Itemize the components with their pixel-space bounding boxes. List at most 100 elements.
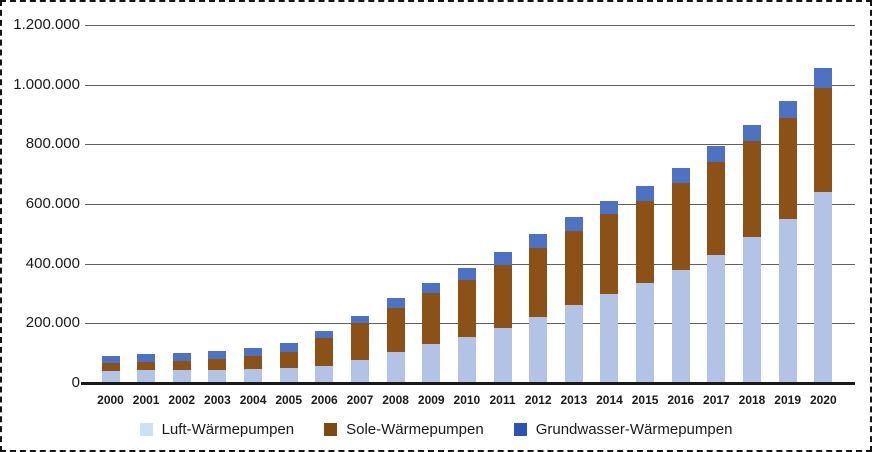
gridline: [85, 25, 855, 26]
bar-2002: [172, 352, 191, 383]
bar-segment-luft-w-rmepumpen: [636, 283, 655, 383]
legend: Luft-Wärmepumpen Sole-Wärmepumpen Grundwas…: [2, 422, 870, 437]
bar-2014: [600, 201, 619, 383]
bar-segment-sole-w-rmepumpen: [350, 322, 369, 360]
bar-2012: [529, 233, 548, 383]
bar-2013: [564, 217, 583, 383]
bar-2019: [778, 101, 797, 383]
bar-segment-sole-w-rmepumpen: [778, 117, 797, 219]
bar-segment-grundwasser-w-rmepumpen: [279, 343, 298, 352]
y-tick-label: 0: [71, 374, 80, 391]
bar-segment-grundwasser-w-rmepumpen: [743, 124, 762, 142]
bar-2011: [493, 251, 512, 383]
bar-segment-sole-w-rmepumpen: [529, 247, 548, 317]
bar-segment-luft-w-rmepumpen: [564, 305, 583, 383]
bar-segment-luft-w-rmepumpen: [315, 366, 334, 383]
bar-segment-luft-w-rmepumpen: [386, 351, 405, 383]
bar-segment-sole-w-rmepumpen: [208, 359, 227, 370]
bar-segment-grundwasser-w-rmepumpen: [244, 348, 263, 357]
bar-segment-luft-w-rmepumpen: [101, 371, 120, 383]
x-tick-label-2011: 2011: [489, 393, 516, 407]
legend-label-grundwasser-w-rmepumpen: Grundwasser-Wärmepumpen: [535, 421, 733, 438]
bar-segment-grundwasser-w-rmepumpen: [636, 186, 655, 201]
legend-swatch-sole-w-rmepumpen: [324, 423, 338, 436]
bar-segment-luft-w-rmepumpen: [707, 254, 726, 383]
bar-2015: [636, 186, 655, 383]
bar-segment-luft-w-rmepumpen: [671, 269, 690, 383]
bar-segment-grundwasser-w-rmepumpen: [457, 267, 476, 280]
x-tick-label-2008: 2008: [382, 393, 409, 407]
legend-label-sole-w-rmepumpen: Sole-Wärmepumpen: [346, 421, 484, 438]
gridline: [85, 263, 855, 265]
bar-segment-luft-w-rmepumpen: [279, 368, 298, 383]
bar-segment-grundwasser-w-rmepumpen: [493, 251, 512, 266]
x-tick-label-2000: 2000: [97, 393, 124, 407]
bar-segment-sole-w-rmepumpen: [671, 183, 690, 270]
bar-segment-luft-w-rmepumpen: [422, 344, 441, 383]
x-tick-label-2003: 2003: [204, 393, 231, 407]
bar-segment-luft-w-rmepumpen: [350, 359, 369, 383]
bar-segment-grundwasser-w-rmepumpen: [350, 315, 369, 323]
bar-segment-luft-w-rmepumpen: [778, 218, 797, 383]
bar-2004: [244, 348, 263, 383]
x-tick-label-2007: 2007: [346, 393, 374, 407]
bar-segment-luft-w-rmepumpen: [137, 370, 156, 383]
bar-segment-grundwasser-w-rmepumpen: [778, 101, 797, 118]
bar-segment-sole-w-rmepumpen: [244, 356, 263, 369]
bar-segment-sole-w-rmepumpen: [422, 293, 441, 345]
bar-segment-sole-w-rmepumpen: [315, 338, 334, 367]
bar-segment-luft-w-rmepumpen: [457, 337, 476, 383]
bar-segment-sole-w-rmepumpen: [636, 200, 655, 284]
bar-2007: [350, 315, 369, 383]
bar-segment-sole-w-rmepumpen: [457, 279, 476, 338]
legend-swatch-luft-w-rmepumpen: [139, 423, 153, 436]
bar-2001: [137, 354, 156, 383]
x-tick-label-2004: 2004: [239, 393, 267, 407]
bar-segment-grundwasser-w-rmepumpen: [814, 68, 833, 88]
legend-item-sole-w-rmepumpen: Sole-Wärmepumpen: [324, 422, 484, 437]
bar-segment-sole-w-rmepumpen: [743, 141, 762, 237]
bar-segment-luft-w-rmepumpen: [600, 293, 619, 383]
bar-2009: [422, 282, 441, 383]
y-tick-label: 600.000: [25, 195, 80, 212]
x-tick-label-2005: 2005: [275, 393, 303, 407]
bar-segment-grundwasser-w-rmepumpen: [564, 217, 583, 231]
bar-segment-sole-w-rmepumpen: [814, 87, 833, 193]
gridline: [85, 144, 855, 146]
y-tick-label: 1.200.000: [13, 16, 80, 33]
bar-2010: [457, 267, 476, 383]
bar-segment-sole-w-rmepumpen: [172, 360, 191, 370]
bar-segment-luft-w-rmepumpen: [493, 327, 512, 383]
x-tick-label-2018: 2018: [738, 393, 766, 407]
bar-segment-luft-w-rmepumpen: [172, 369, 191, 383]
bar-segment-sole-w-rmepumpen: [707, 162, 726, 255]
gridline: [85, 204, 855, 205]
bar-segment-grundwasser-w-rmepumpen: [671, 167, 690, 184]
legend-label-luft-w-rmepumpen: Luft-Wärmepumpen: [161, 421, 295, 438]
x-axis-baseline: [81, 382, 855, 385]
x-tick-label-2019: 2019: [774, 393, 801, 407]
x-tick-label-2012: 2012: [524, 393, 552, 407]
bar-2000: [101, 355, 120, 383]
bar-segment-sole-w-rmepumpen: [564, 230, 583, 306]
bar-segment-sole-w-rmepumpen: [137, 361, 156, 371]
bar-segment-sole-w-rmepumpen: [279, 351, 298, 369]
y-tick-label: 200.000: [25, 314, 80, 332]
bar-segment-grundwasser-w-rmepumpen: [386, 298, 405, 309]
bar-segment-luft-w-rmepumpen: [208, 369, 227, 383]
bar-segment-grundwasser-w-rmepumpen: [422, 282, 441, 294]
x-tick-label-2001: 2001: [132, 393, 160, 407]
bar-segment-sole-w-rmepumpen: [101, 362, 120, 372]
legend-swatch-grundwasser-w-rmepumpen: [513, 423, 527, 436]
bar-segment-luft-w-rmepumpen: [529, 316, 548, 383]
x-tick-label-2016: 2016: [667, 393, 695, 407]
bar-segment-luft-w-rmepumpen: [743, 236, 762, 383]
x-tick-label-2002: 2002: [168, 393, 196, 407]
x-tick-label-2009: 2009: [417, 393, 445, 407]
bar-segment-grundwasser-w-rmepumpen: [600, 201, 619, 215]
x-tick-label-2006: 2006: [310, 393, 338, 407]
y-tick-label: 400.000: [25, 254, 80, 272]
bar-2018: [743, 124, 762, 383]
bar-segment-grundwasser-w-rmepumpen: [208, 351, 227, 360]
bar-segment-sole-w-rmepumpen: [386, 308, 405, 352]
